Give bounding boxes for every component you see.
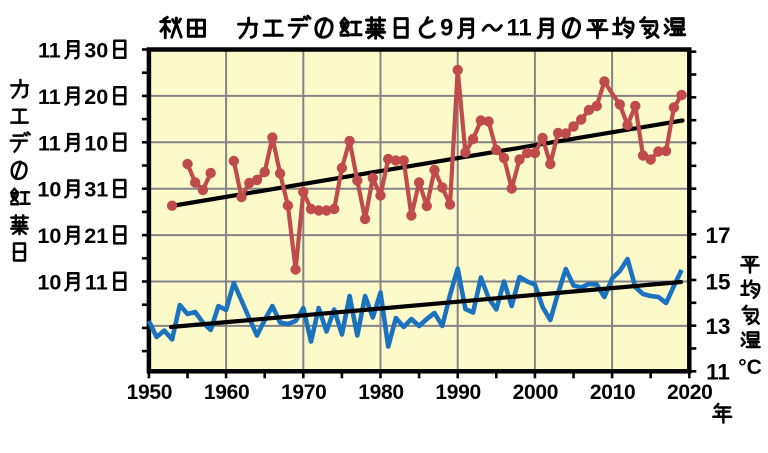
svg-text:11: 11 xyxy=(507,16,532,42)
svg-text:2000: 2000 xyxy=(513,381,559,404)
svg-text:11: 11 xyxy=(38,84,61,109)
svg-text:10: 10 xyxy=(37,223,61,248)
svg-text:30: 30 xyxy=(84,38,108,63)
svg-text:31: 31 xyxy=(84,177,108,202)
svg-text:9: 9 xyxy=(440,16,453,42)
svg-text:2020: 2020 xyxy=(667,381,713,404)
svg-text:10: 10 xyxy=(84,130,108,155)
svg-text:°C: °C xyxy=(738,356,762,379)
svg-text:11: 11 xyxy=(706,359,730,384)
svg-text:11: 11 xyxy=(38,38,61,63)
svg-text:21: 21 xyxy=(84,223,108,248)
svg-text:11: 11 xyxy=(38,130,61,155)
svg-text:1970: 1970 xyxy=(281,381,327,404)
svg-text:20: 20 xyxy=(84,84,108,109)
svg-text:13: 13 xyxy=(705,314,730,339)
svg-text:17: 17 xyxy=(705,223,730,248)
svg-text:1990: 1990 xyxy=(435,381,481,404)
svg-text:1950: 1950 xyxy=(127,381,173,404)
svg-text:2010: 2010 xyxy=(590,381,636,404)
svg-text:11: 11 xyxy=(85,270,108,295)
svg-text:10: 10 xyxy=(37,177,61,202)
svg-text:15: 15 xyxy=(705,270,730,295)
svg-text:1960: 1960 xyxy=(204,381,250,404)
svg-text:1980: 1980 xyxy=(358,381,404,404)
svg-text:10: 10 xyxy=(37,270,61,295)
